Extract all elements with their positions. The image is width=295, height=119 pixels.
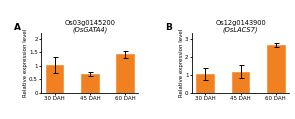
Text: Os03g0145200: Os03g0145200 [64,20,115,26]
Bar [117,54,134,93]
Text: (OsGATA4): (OsGATA4) [72,26,107,33]
Bar [46,65,63,93]
Bar [81,74,99,93]
Bar [267,45,285,93]
Text: Os12g0143900: Os12g0143900 [215,20,266,26]
Y-axis label: Relative expression level: Relative expression level [178,29,183,97]
Title: Os12g0143900
(OsLACS7): Os12g0143900 (OsLACS7) [0,118,1,119]
Text: B: B [165,23,172,32]
Y-axis label: Relative expression level: Relative expression level [23,29,28,97]
Text: (OsLACS7): (OsLACS7) [223,26,258,33]
Text: A: A [14,23,21,32]
Bar [196,74,214,93]
Bar [232,72,249,93]
Title: Os03g0145200
(OsGATA4): Os03g0145200 (OsGATA4) [0,118,1,119]
